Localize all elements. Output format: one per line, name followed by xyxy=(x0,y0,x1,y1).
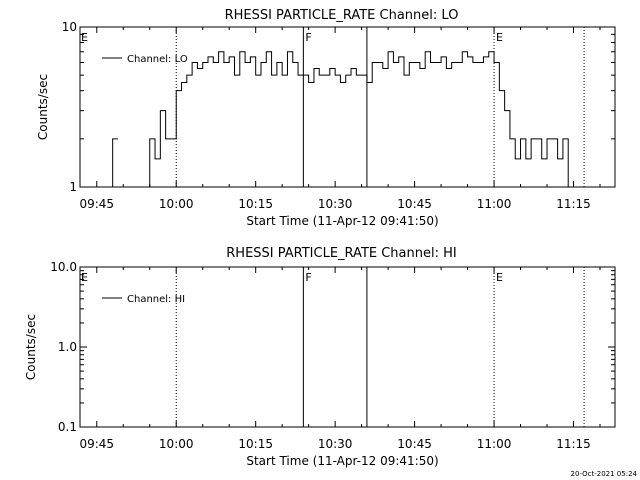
x-tick-label: 10:45 xyxy=(397,437,432,451)
y-tick-label: 10 xyxy=(62,20,77,34)
footer-timestamp: 20-Oct-2021 05:24 xyxy=(571,470,638,478)
x-tick-label: 09:45 xyxy=(79,437,114,451)
data-series-line xyxy=(112,51,569,187)
x-axis-label: Start Time (11-Apr-12 09:41:50) xyxy=(246,454,438,468)
x-axis-label: Start Time (11-Apr-12 09:41:50) xyxy=(246,214,438,228)
x-tick-label: 10:45 xyxy=(397,197,432,211)
x-tick-label: 10:15 xyxy=(238,197,273,211)
legend-label: Channel: LO xyxy=(127,54,188,65)
chart-title: RHESSI PARTICLE_RATE Channel: LO xyxy=(225,8,459,23)
y-axis-label: Counts/sec xyxy=(24,314,38,380)
x-tick-label: 11:00 xyxy=(477,437,512,451)
x-tick-label: 11:15 xyxy=(556,197,591,211)
y-axis-label: Counts/sec xyxy=(36,74,50,140)
x-tick-label: 10:30 xyxy=(318,437,353,451)
x-tick-label: 10:00 xyxy=(159,197,194,211)
event-marker-label: F xyxy=(305,271,311,284)
x-tick-label: 10:30 xyxy=(318,197,353,211)
y-tick-label: 1 xyxy=(69,180,77,194)
panel-lo: RHESSI PARTICLE_RATE Channel: LO 09:45 10:… xyxy=(36,8,616,228)
event-marker-label: E xyxy=(496,31,503,44)
panel-hi: RHESSI PARTICLE_RATE Channel: HI 09:45 10:… xyxy=(24,246,616,468)
event-marker-label: E xyxy=(496,271,503,284)
y-tick-label: 10.0 xyxy=(50,260,77,274)
x-tick-label: 11:00 xyxy=(477,197,512,211)
y-tick-label: 1.0 xyxy=(58,340,77,354)
y-tick-label: 0.1 xyxy=(58,420,77,434)
edge-marker-label: E xyxy=(81,31,88,44)
chart-title: RHESSI PARTICLE_RATE Channel: HI xyxy=(226,246,456,261)
x-tick-label: 10:15 xyxy=(238,437,273,451)
legend-label: Channel: HI xyxy=(127,294,185,305)
event-marker-label: F xyxy=(305,31,311,44)
x-tick-label: 10:00 xyxy=(159,437,194,451)
plot-frame xyxy=(79,26,616,188)
edge-marker-label: E xyxy=(81,271,88,284)
x-tick-label: 09:45 xyxy=(79,197,114,211)
x-tick-label: 11:15 xyxy=(556,437,591,451)
